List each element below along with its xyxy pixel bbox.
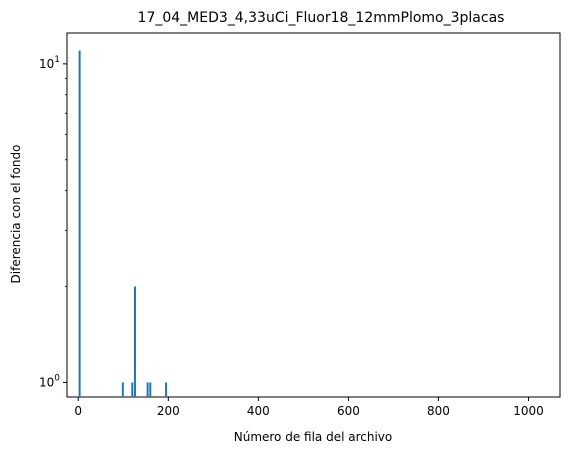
y-tick-label-1: 101 <box>39 55 60 71</box>
y-axis-label: Diferencia con el fondo <box>9 145 23 284</box>
axes-frame <box>66 32 561 398</box>
x-tick-label-3: 600 <box>337 404 360 418</box>
x-tick-label-0: 0 <box>74 404 82 418</box>
x-axis-label: Número de fila del archivo <box>234 430 393 444</box>
bars-layer <box>78 50 168 397</box>
y-tick-label-0: 100 <box>39 373 60 389</box>
plot-area <box>66 32 561 398</box>
x-axis: 0 200 400 600 800 1000 <box>74 397 544 418</box>
y-axis: 100 101 <box>39 55 67 389</box>
x-tick-label-2: 400 <box>247 404 270 418</box>
x-tick-label-5: 1000 <box>513 404 544 418</box>
x-tick-label-1: 200 <box>157 404 180 418</box>
x-tick-label-4: 800 <box>427 404 450 418</box>
chart-title: 17_04_MED3_4,33uCi_Fluor18_12mmPlomo_3pl… <box>138 10 505 26</box>
